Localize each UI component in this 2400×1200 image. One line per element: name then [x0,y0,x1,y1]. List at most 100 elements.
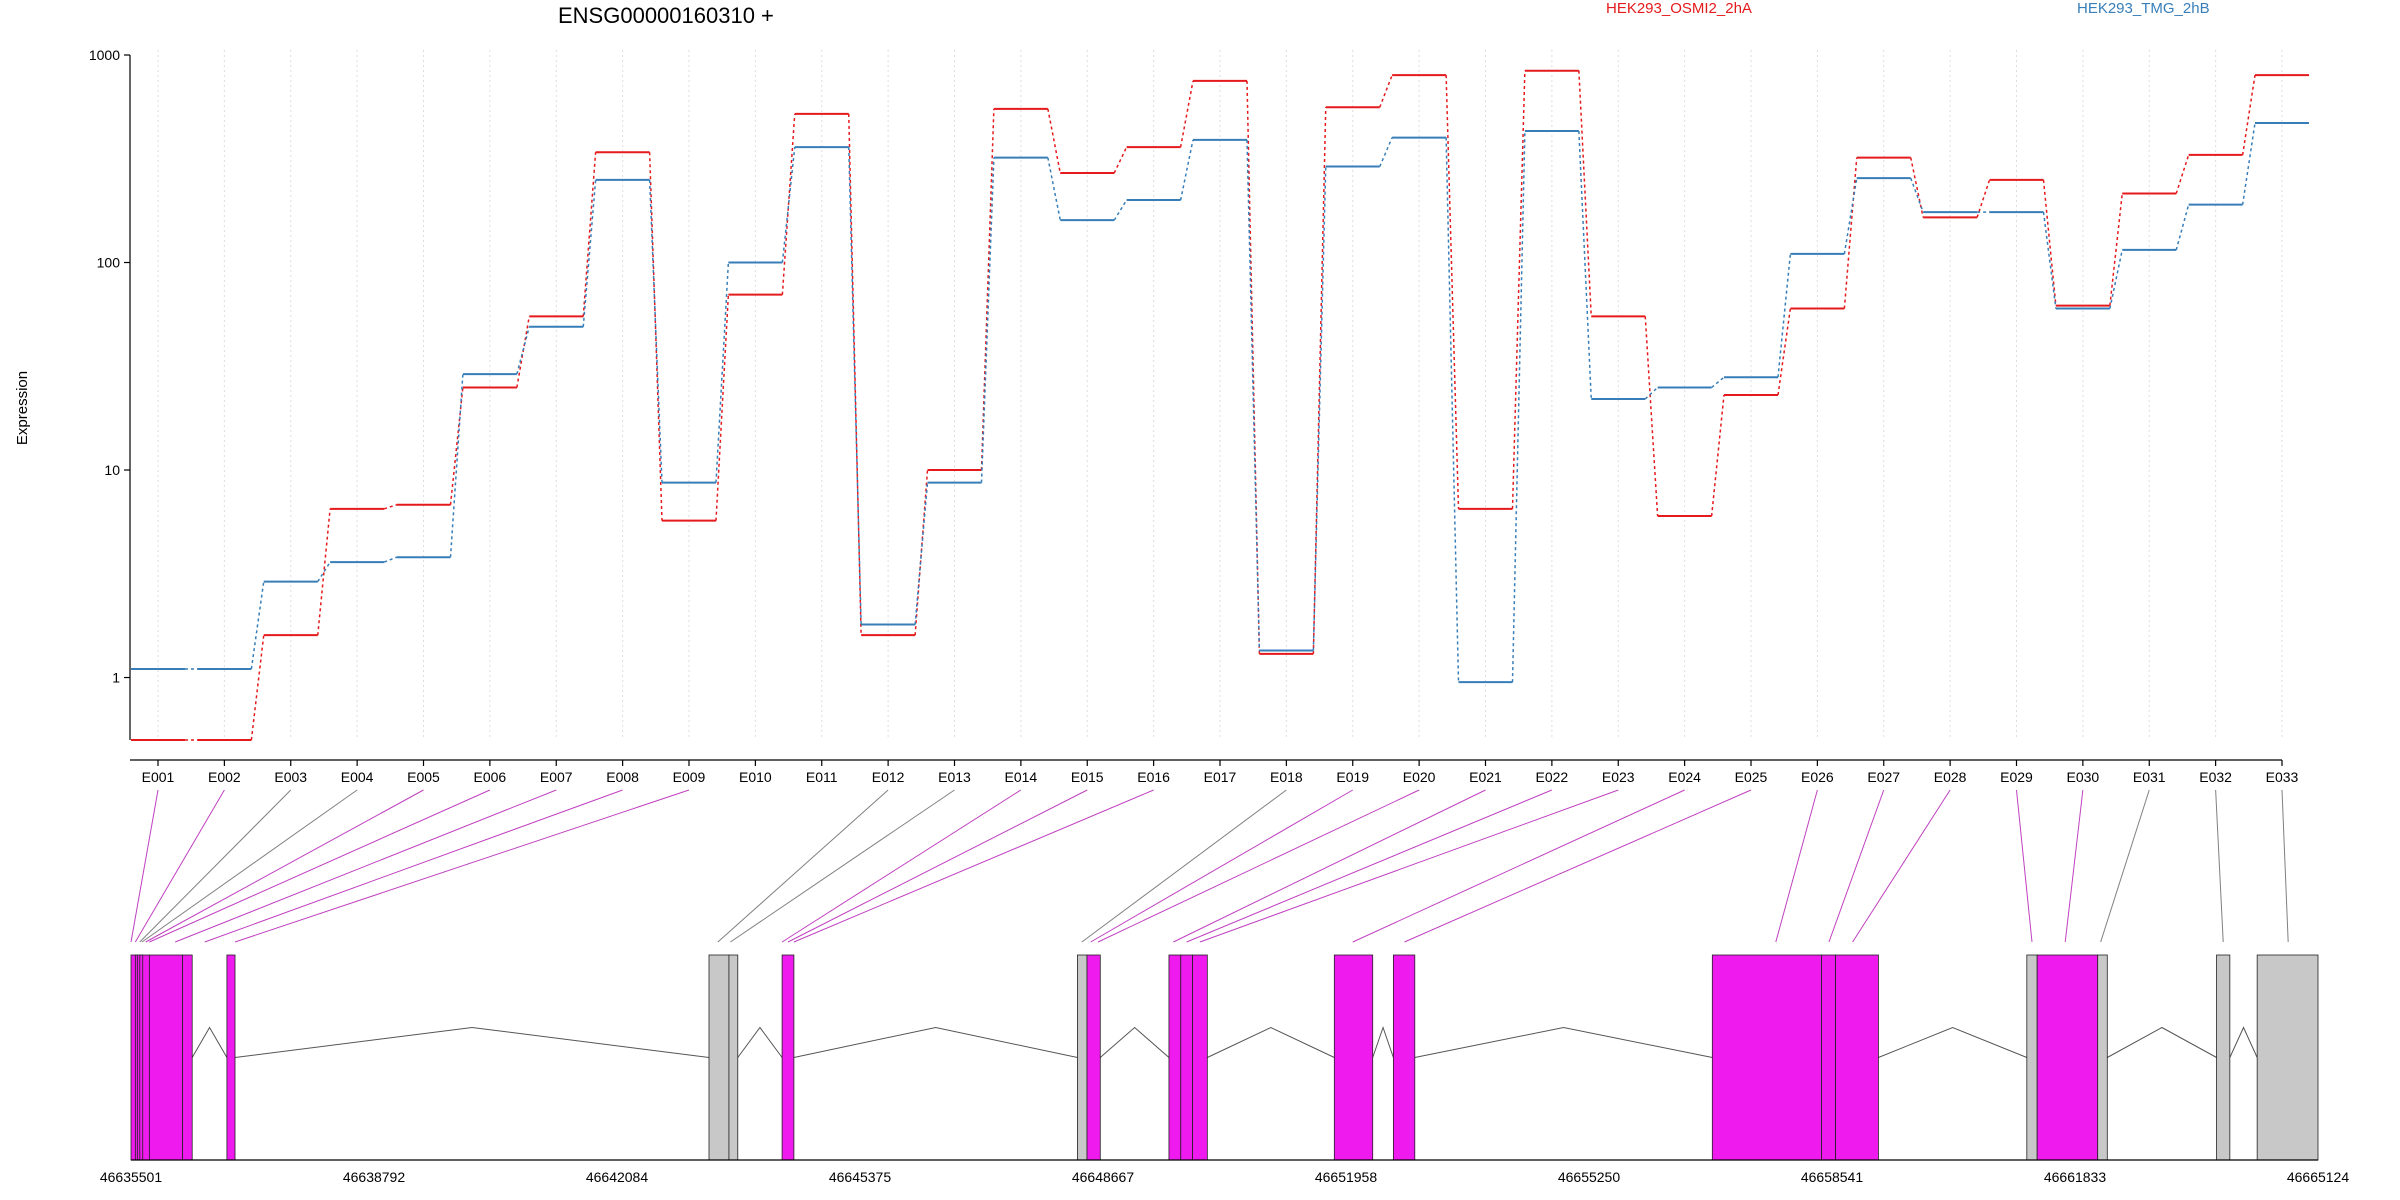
link-hek293-osmi2-2ha-e024 [1710,394,1725,517]
x-tick-label-e025: E025 [1735,769,1768,785]
link-hek293-tmg-2hb-e014 [1047,157,1061,221]
coordinate-label-1: 46635501 [100,1169,163,1185]
series-lines [131,69,2309,741]
x-tick-label-e003: E003 [274,769,307,785]
connector-e032 [2215,789,2224,943]
exon-block-6 [226,954,236,1161]
x-tick-label-e030: E030 [2067,769,2100,785]
exon-block-5 [182,954,193,1161]
x-tick-label-e017: E017 [1204,769,1237,785]
x-tick-label-e018: E018 [1270,769,1303,785]
y-tick-label-1: 1 [112,670,120,686]
connector-e007 [175,789,557,943]
link-hek293-osmi2-2ha-e026 [1843,157,1858,309]
exon-block-3 [139,954,144,1161]
connector-e028 [1852,789,1951,943]
connector-e008 [204,789,623,943]
link-hek293-tmg-2hb-e026 [1843,178,1858,255]
coordinate-label-10: 46665124 [2287,1169,2350,1185]
link-hek293-osmi2-2ha-e032 [2241,74,2256,156]
connector-e018 [1081,789,1287,943]
link-hek293-tmg-2hb-e015 [1113,199,1128,221]
link-hek293-osmi2-2ha-e018 [1312,107,1327,654]
exon-block-7 [708,954,730,1161]
connector-e009 [234,789,690,943]
x-tick-label-e027: E027 [1867,769,1900,785]
connector-e005 [145,789,424,943]
x-tick-label-e011: E011 [806,769,838,785]
link-hek293-osmi2-2ha-e031 [2175,154,2190,194]
x-tick-label-e033: E033 [2266,769,2299,785]
link-hek293-osmi2-2ha-e019 [1379,74,1393,108]
intron-6 [234,1026,710,1058]
link-hek293-tmg-2hb-e004 [383,556,397,563]
x-tick-label-e013: E013 [938,769,971,785]
x-tick-label-e002: E002 [208,769,241,785]
link-hek293-tmg-2hb-e019 [1379,137,1393,167]
connector-e019 [1090,789,1354,943]
link-hek293-tmg-2hb-e008 [648,179,663,483]
connector-e002 [134,789,225,943]
connector-e029 [2016,789,2033,943]
link-hek293-tmg-2hb-e002 [250,581,265,670]
link-hek293-tmg-2hb-e009 [715,262,730,483]
vertical-gridlines [157,50,2283,740]
link-hek293-osmi2-2ha-e011 [848,113,862,636]
exon-block-18 [1821,954,1837,1161]
intron-15 [1372,1025,1394,1058]
coordinate-label-7: 46655250 [1558,1169,1621,1185]
link-hek293-tmg-2hb-e005 [449,374,464,558]
chart-title: ENSG00000160310 + [558,3,774,28]
coordinate-label-3: 46642084 [586,1169,649,1185]
exon-block-13 [1180,954,1193,1161]
link-hek293-osmi2-2ha-e029 [2042,179,2057,306]
link-hek293-tmg-2hb-e027 [1910,177,1924,213]
link-hek293-osmi2-2ha-e009 [715,294,730,521]
y-tick-label-1000: 1000 [89,47,120,63]
exon-block-20 [2026,954,2038,1161]
legend-entry-series-1: HEK293_OSMI2_2hA [1606,0,1752,17]
link-hek293-tmg-2hb-e030 [2109,249,2123,309]
link-hek293-tmg-2hb-e029 [2042,211,2057,309]
connector-e015 [787,789,1088,943]
link-hek293-tmg-2hb-e024 [1711,376,1725,389]
x-tick-label-e022: E022 [1536,769,1569,785]
intron-8 [737,1026,783,1058]
connector-e016 [793,789,1154,943]
connector-e006 [149,789,491,943]
link-hek293-tmg-2hb-e031 [2175,204,2190,251]
axes: 1 10 100 1000 E001 E002 E003 E004 E005 E006 E007 E0… [89,47,2299,785]
intron-22 [2107,1026,2217,1058]
exon-block-9 [781,954,795,1161]
exon-block-10 [1076,954,1088,1161]
y-tick-label-100: 100 [97,255,121,271]
connector-e012 [717,789,889,943]
link-hek293-osmi2-2ha-e004 [383,504,397,510]
link-hek293-tmg-2hb-e018 [1312,166,1327,651]
exon-block-12 [1168,954,1182,1161]
x-tick-label-e032: E032 [2199,769,2232,785]
link-hek293-osmi2-2ha-e025 [1777,308,1792,396]
x-tick-label-e009: E009 [673,769,706,785]
x-tick-label-e004: E004 [341,769,374,785]
link-hek293-tmg-2hb-e023 [1644,386,1659,400]
exon-block-19 [1835,954,1879,1161]
series-hek293-tmg-2hb [131,122,2309,684]
link-hek293-tmg-2hb-e020 [1445,137,1460,683]
y-tick-label-10: 10 [104,462,120,478]
link-hek293-osmi2-2ha-e022 [1578,70,1592,317]
x-tick-label-e006: E006 [474,769,507,785]
coordinate-label-9: 46661833 [2044,1169,2107,1185]
x-tick-label-e015: E015 [1071,769,1104,785]
exon-block-2 [134,954,138,1161]
link-hek293-osmi2-2ha-e008 [648,152,663,521]
link-hek293-osmi2-2ha-e016 [1179,80,1194,148]
link-hek293-tmg-2hb-e007 [582,179,597,327]
coordinate-label-4: 46645375 [829,1169,892,1185]
connector-e014 [781,789,1022,943]
connector-e027 [1828,789,1885,943]
link-hek293-tmg-2hb-e032 [2241,122,2256,205]
x-tick-label-e008: E008 [606,769,639,785]
link-hek293-tmg-2hb-e016 [1179,139,1194,201]
